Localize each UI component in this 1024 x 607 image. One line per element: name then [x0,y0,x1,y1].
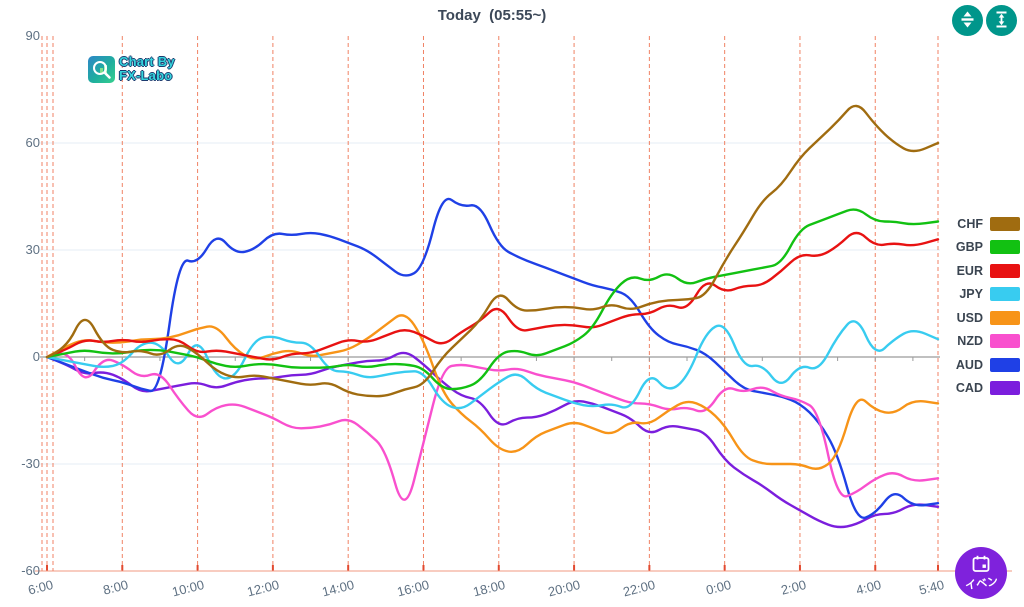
legend-swatch [990,357,1020,372]
legend-label: AUD [955,357,983,372]
legend-swatch [990,216,1020,231]
series-eur-line [45,231,940,361]
magnifier-chart-icon [88,55,115,83]
legend-item-gbp[interactable]: GBP [930,236,1020,260]
legend-swatch [990,334,1020,349]
legend-label: EUR [956,263,983,278]
fit-vertical-range-button[interactable] [952,5,983,36]
legend-label: USD [956,310,983,325]
vertical-height-icon [993,11,1010,31]
y-tick-label: 30 [25,241,40,257]
page-title: Today (05:55~) [437,7,547,24]
legend-swatch [990,240,1020,255]
legend-item-jpy[interactable]: JPY [930,283,1020,307]
series-aud-line [45,197,940,520]
legend-item-eur[interactable]: EUR [930,259,1020,283]
legend-item-aud[interactable]: AUD [930,353,1020,377]
series-nzd-line [45,352,940,501]
legend-item-nzd[interactable]: NZD [930,330,1020,354]
legend-swatch [990,263,1020,278]
legend-swatch [990,381,1020,396]
legend-item-usd[interactable]: USD [930,306,1020,330]
series-usd-line [45,314,940,470]
legend-swatch [990,287,1020,302]
legend-label: GBP [955,240,983,255]
y-tick-label: -60 [21,563,40,578]
legend-label: CAD [955,381,983,396]
event-button-label: イベン [963,575,999,593]
legend-swatch [990,310,1020,325]
calendar-icon [971,555,991,576]
fx-labo-logo: Chart By FX-Labo [88,55,175,83]
y-tick-label: -30 [21,456,40,471]
y-tick-label: 60 [25,134,40,150]
legend-label: JPY [959,287,983,302]
legend-label: NZD [957,334,983,349]
legend-label: CHF [957,216,983,231]
legend-item-cad[interactable]: CAD [930,377,1020,401]
logo-text: Chart By FX-Labo [119,54,175,83]
y-tick-label: 90 [25,27,40,43]
arrows-split-vertical-icon [959,11,976,31]
legend-item-chf[interactable]: CHF [930,212,1020,236]
series-jpy-line [45,320,940,410]
series-cad-line [45,351,940,529]
series-chf-line [45,104,940,398]
scale-vertical-range-button[interactable] [986,5,1017,36]
toolbar [952,5,1017,36]
y-tick-label: 0 [32,349,40,364]
legend: CHF GBP EUR JPY USD NZD AUD CAD [930,212,1020,400]
event-button[interactable]: イベン [955,547,1007,599]
